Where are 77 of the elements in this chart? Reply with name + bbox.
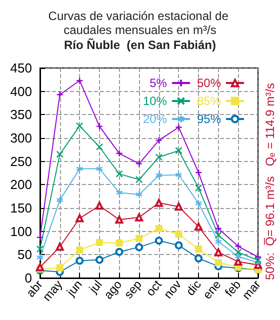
point [194, 254, 203, 262]
point [96, 165, 104, 172]
point [174, 241, 183, 250]
y-tick-label: 50 [18, 247, 32, 262]
point [214, 231, 222, 239]
point [135, 213, 144, 222]
point [116, 170, 123, 178]
point [214, 248, 222, 256]
point [155, 172, 163, 179]
point [56, 91, 64, 98]
chart-subtitle: Río Ñuble (en San Fabián) [64, 38, 216, 52]
legend-label: 95% [196, 112, 222, 126]
text: 50%: Q̅= 96.1 m³/s Qₑ = 114.9 m³/s [263, 83, 277, 280]
point [115, 248, 124, 256]
point [175, 230, 182, 238]
point [175, 124, 182, 131]
point [234, 248, 242, 256]
point [76, 256, 84, 265]
point [234, 252, 242, 260]
point [116, 189, 123, 196]
point [76, 214, 84, 222]
legend-label: 5% [150, 76, 168, 90]
chart-title: Curvas de variación estacional de caudales mensuales en m³/s [48, 9, 232, 37]
point [175, 171, 182, 178]
point [116, 150, 123, 157]
y-tick-label: 150 [10, 200, 32, 216]
y-tick-label: 400 [10, 84, 32, 99]
point [76, 122, 84, 130]
point [96, 143, 104, 150]
point [195, 246, 202, 253]
point [56, 264, 64, 272]
point [56, 242, 64, 251]
point [115, 216, 124, 224]
point [76, 165, 84, 172]
point [76, 77, 84, 84]
point [136, 234, 143, 242]
point [154, 236, 163, 245]
point [56, 150, 64, 158]
y-tick-label: 0 [24, 270, 32, 286]
point [214, 238, 222, 246]
point [95, 202, 104, 210]
point [76, 246, 84, 254]
legend-label: 20% [142, 112, 168, 126]
point [155, 154, 163, 161]
point [135, 190, 143, 198]
y-tick-label: 250 [10, 154, 32, 169]
point [194, 168, 202, 176]
point [214, 224, 222, 232]
point [174, 202, 183, 211]
point [214, 259, 222, 266]
point [95, 256, 104, 264]
point [194, 200, 202, 207]
point [194, 184, 202, 192]
y-tick-label: 100 [10, 224, 32, 239]
point [96, 239, 103, 246]
point [116, 240, 123, 246]
legend-label: 10% [142, 94, 168, 108]
point [96, 122, 104, 130]
legend-label: 50% [196, 76, 222, 90]
y-tick-label: 350 [10, 107, 32, 122]
point [155, 225, 162, 232]
point [154, 198, 163, 207]
point [135, 160, 143, 168]
point [234, 258, 242, 266]
point [135, 243, 144, 252]
point [234, 242, 242, 250]
y-tick-label: 300 [10, 130, 32, 146]
point [155, 136, 163, 144]
x-tick-label: jun [63, 278, 85, 300]
point [135, 176, 143, 184]
legend-label: 85% [196, 94, 222, 108]
point [254, 256, 262, 264]
point [56, 196, 64, 204]
point [175, 147, 182, 154]
point [36, 245, 44, 253]
y-tick-label: 450 [10, 60, 32, 76]
y-tick-label: 200 [10, 177, 32, 192]
